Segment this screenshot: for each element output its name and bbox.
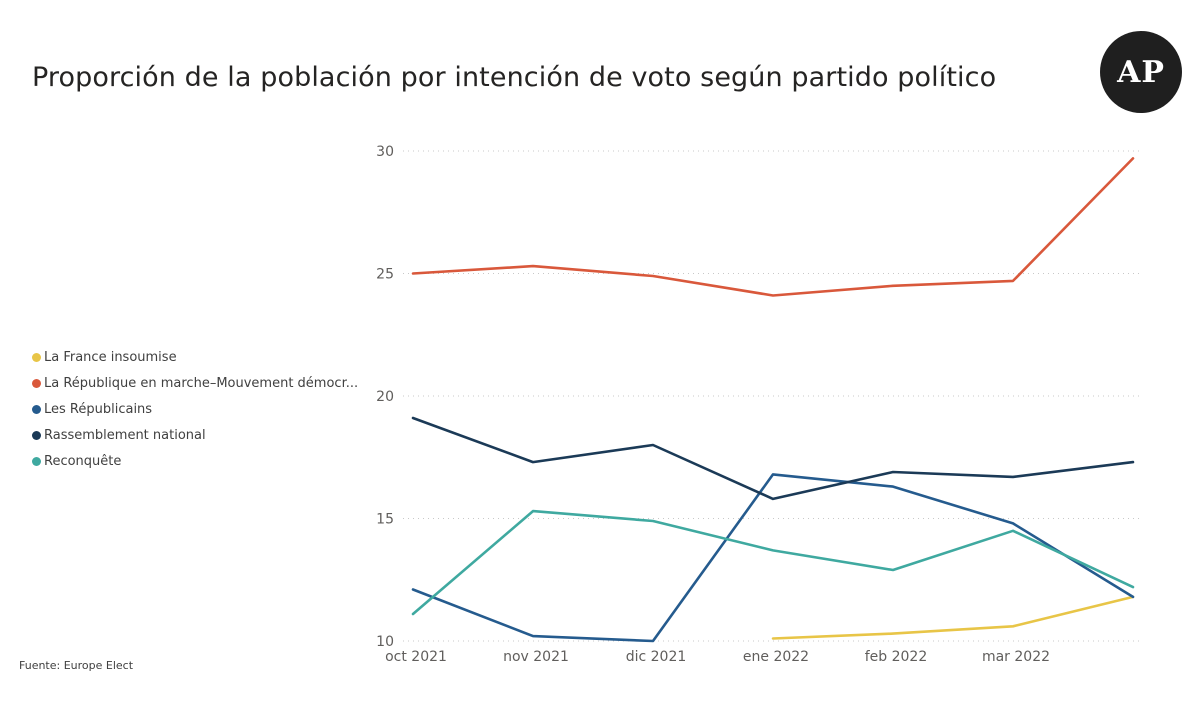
y-tick-label: 15 [376, 512, 394, 528]
legend-item-rassemblement-national[interactable]: Rassemblement national [32, 422, 358, 448]
legend-dot-icon [32, 353, 41, 363]
series-line-les-republicains[interactable] [411, 473, 1135, 643]
legend-item-la-republique-en-marche[interactable]: La République en marche–Mouvement démocr… [32, 371, 358, 397]
y-tick-label: 30 [376, 144, 394, 160]
series-line-la-france-insoumise[interactable] [771, 595, 1135, 640]
legend-dot-icon [32, 404, 41, 414]
y-tick-label: 20 [376, 389, 394, 405]
series-line-reconquete[interactable] [411, 509, 1135, 616]
legend-label: La France insoumise [44, 350, 177, 366]
source-note: Fuente: Europe Elect [19, 659, 134, 672]
chart-title: Proporción de la población por intención… [32, 62, 997, 93]
y-tick-label: 25 [376, 267, 394, 283]
gridlines [403, 150, 1143, 642]
legend-item-les-republicains[interactable]: Les Républicains [32, 397, 358, 423]
x-tick-label: mar 2022 [982, 649, 1050, 665]
x-tick-label: oct 2021 [385, 649, 447, 665]
x-tick-label: dic 2021 [626, 649, 687, 665]
legend-dot-icon [32, 430, 41, 440]
y-axis: 10 15 20 25 30 [376, 144, 394, 650]
logo-text: AP [1117, 54, 1165, 90]
y-tick-label: 10 [376, 634, 394, 650]
legend-item-reconquete[interactable]: Reconquête [32, 448, 358, 474]
legend-label: Rassemblement national [44, 427, 206, 443]
x-tick-label: nov 2021 [503, 649, 569, 665]
x-tick-label: feb 2022 [865, 649, 928, 665]
x-axis: oct 2021 nov 2021 dic 2021 ene 2022 feb 2022… [385, 649, 1050, 665]
legend-label: La République en marche–Mouvement démocr… [44, 376, 359, 392]
x-tick-label: ene 2022 [743, 649, 809, 665]
legend-item-la-france-insoumise[interactable]: La France insoumise [32, 345, 358, 371]
legend-dot-icon [32, 379, 41, 389]
series-line-la-republique-en-marche-mouvement-democr[interactable] [411, 157, 1135, 297]
legend: La France insoumise La République en mar… [32, 345, 358, 474]
ap-logo-icon: AP [1100, 31, 1182, 113]
legend-label: Reconquête [44, 453, 122, 469]
series-lines [411, 157, 1135, 643]
series-line-rassemblement-national[interactable] [411, 416, 1135, 501]
legend-dot-icon [32, 456, 41, 466]
legend-label: Les Républicains [44, 401, 153, 417]
